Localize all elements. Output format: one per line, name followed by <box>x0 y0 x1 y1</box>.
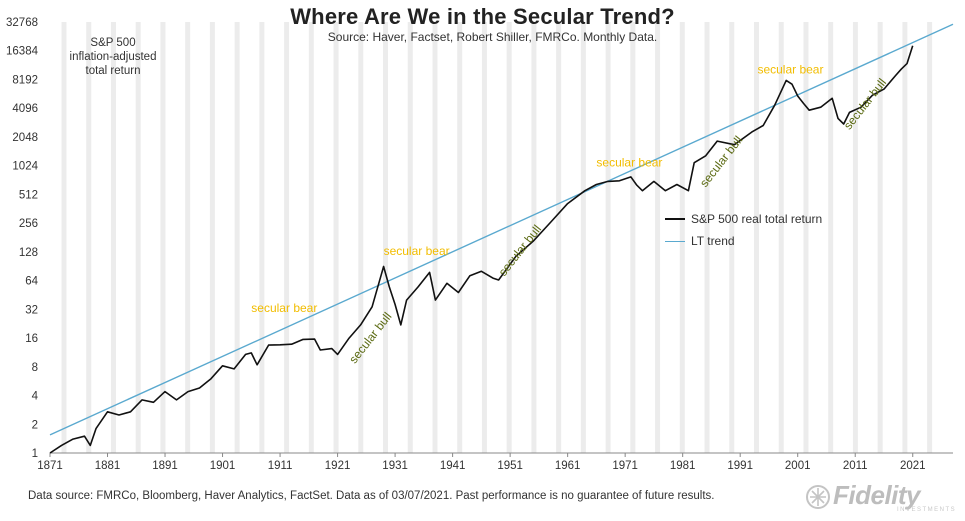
secular-bear-annotation: secular bear <box>251 301 317 315</box>
series-description-line: S&P 500 <box>90 37 136 49</box>
series-description: S&P 500 inflation-adjusted total return <box>58 36 168 78</box>
recession-band <box>704 22 710 453</box>
recession-band <box>927 22 933 453</box>
recession-band <box>556 22 562 453</box>
recession-band <box>457 22 463 453</box>
recession-band <box>308 22 314 453</box>
recession-band <box>383 22 389 453</box>
x-tick-label: 2001 <box>785 460 811 472</box>
recession-band <box>506 22 512 453</box>
x-axis-ticks: 1871 1881 1891 1901 1911 1921 1931 1941 1951 1961… <box>37 453 926 472</box>
y-tick-label: 32768 <box>6 17 38 29</box>
chart-title: Where Are We in the Secular Trend? <box>290 4 675 29</box>
y-tick-label: 2 <box>32 419 38 431</box>
y-tick-label: 16 <box>25 333 38 345</box>
recession-band <box>679 22 685 453</box>
x-tick-label: 1911 <box>268 460 293 472</box>
recession-band <box>432 22 438 453</box>
recession-band <box>655 22 661 453</box>
recession-band <box>877 22 883 453</box>
y-tick-label: 32 <box>25 304 38 316</box>
sp500-real-total-return-line <box>49 45 914 454</box>
y-tick-label: 1024 <box>12 161 38 173</box>
x-tick-label: 1981 <box>670 460 696 472</box>
secular-bear-annotation: secular bear <box>384 244 450 258</box>
y-tick-label: 256 <box>19 218 38 230</box>
legend-label: S&P 500 real total return <box>691 212 823 226</box>
x-tick-label: 1901 <box>210 460 236 472</box>
legend-item: S&P 500 real total return <box>665 208 822 230</box>
recession-band <box>234 22 240 453</box>
chart-subtitle: Source: Haver, Factset, Robert Shiller, … <box>327 30 658 44</box>
secular-bear-annotation: secular bear <box>757 62 823 76</box>
recession-band <box>729 22 735 453</box>
recession-band <box>778 22 784 453</box>
y-axis-ticks: 1 2 4 8 16 32 64 128 256 512 1024 2048 4096 8192 16384… <box>6 17 39 460</box>
recession-band <box>605 22 611 453</box>
legend-swatch-series <box>665 218 685 220</box>
recession-band <box>852 22 858 453</box>
y-tick-label: 128 <box>19 247 38 259</box>
recession-band <box>333 22 339 453</box>
y-tick-label: 2048 <box>12 132 38 144</box>
chart-series <box>49 23 954 454</box>
legend-label: LT trend <box>691 234 735 248</box>
x-tick-label: 1921 <box>325 460 351 472</box>
fidelity-logo-icon <box>806 485 830 509</box>
x-tick-label: 1871 <box>37 460 63 472</box>
recession-band <box>110 22 116 453</box>
recession-band <box>284 22 290 453</box>
recession-band <box>86 22 92 453</box>
recession-band <box>185 22 191 453</box>
x-tick-label: 1891 <box>152 460 178 472</box>
y-tick-label: 1 <box>32 448 38 460</box>
secular-bear-annotation: secular bear <box>596 156 662 170</box>
y-tick-label: 8 <box>32 362 38 374</box>
x-tick-label: 1881 <box>95 460 121 472</box>
y-tick-label: 512 <box>19 189 38 201</box>
recession-shading <box>61 22 933 453</box>
brand-subtitle: INVESTMENTS <box>897 507 957 513</box>
recession-band <box>135 22 141 453</box>
y-tick-label: 4 <box>32 391 39 403</box>
legend-item: LT trend <box>665 230 822 252</box>
recession-band <box>61 22 67 453</box>
recession-band <box>407 22 413 453</box>
recession-band <box>160 22 166 453</box>
x-tick-label: 1941 <box>440 460 466 472</box>
brand-logo: Fidelity INVESTMENTS <box>805 480 955 516</box>
recession-band <box>531 22 537 453</box>
lt-trend-line <box>49 23 954 436</box>
recession-band <box>803 22 809 453</box>
y-tick-label: 4096 <box>12 103 38 115</box>
recession-band <box>630 22 636 453</box>
legend-swatch-trend <box>665 240 685 242</box>
series-description-line: inflation-adjusted <box>69 51 157 63</box>
x-tick-label: 2021 <box>900 460 926 472</box>
y-tick-label: 16384 <box>6 46 39 58</box>
x-tick-label: 2011 <box>843 460 868 472</box>
recession-band <box>902 22 908 453</box>
secular-bull-annotation: secular bull <box>496 222 544 278</box>
brand-name: Fidelity <box>833 480 921 510</box>
recession-band <box>753 22 759 453</box>
recession-band <box>259 22 265 453</box>
recession-band <box>209 22 215 453</box>
recession-band <box>828 22 834 453</box>
y-tick-label: 64 <box>25 276 38 288</box>
recession-band <box>580 22 586 453</box>
series-description-line: total return <box>85 65 141 77</box>
recession-band <box>358 22 364 453</box>
x-tick-label: 1931 <box>382 460 408 472</box>
x-tick-label: 1971 <box>612 460 638 472</box>
x-tick-label: 1951 <box>497 460 523 472</box>
x-tick-label: 1991 <box>727 460 753 472</box>
footnote: Data source: FMRCo, Bloomberg, Haver Ana… <box>28 490 715 502</box>
y-tick-label: 8192 <box>12 74 38 86</box>
x-tick-label: 1961 <box>555 460 581 472</box>
chart-legend: S&P 500 real total return LT trend <box>665 208 822 252</box>
